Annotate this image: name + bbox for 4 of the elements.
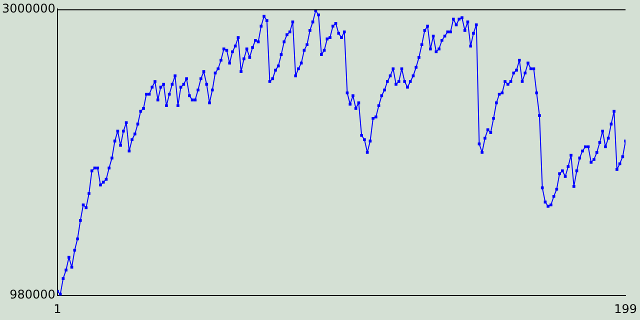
- x-tick-label: 199: [614, 302, 637, 316]
- y-tick-label: 980000: [10, 288, 56, 302]
- y-tick-label: 3000000: [2, 1, 56, 16]
- x-tick-label: 1: [54, 302, 62, 316]
